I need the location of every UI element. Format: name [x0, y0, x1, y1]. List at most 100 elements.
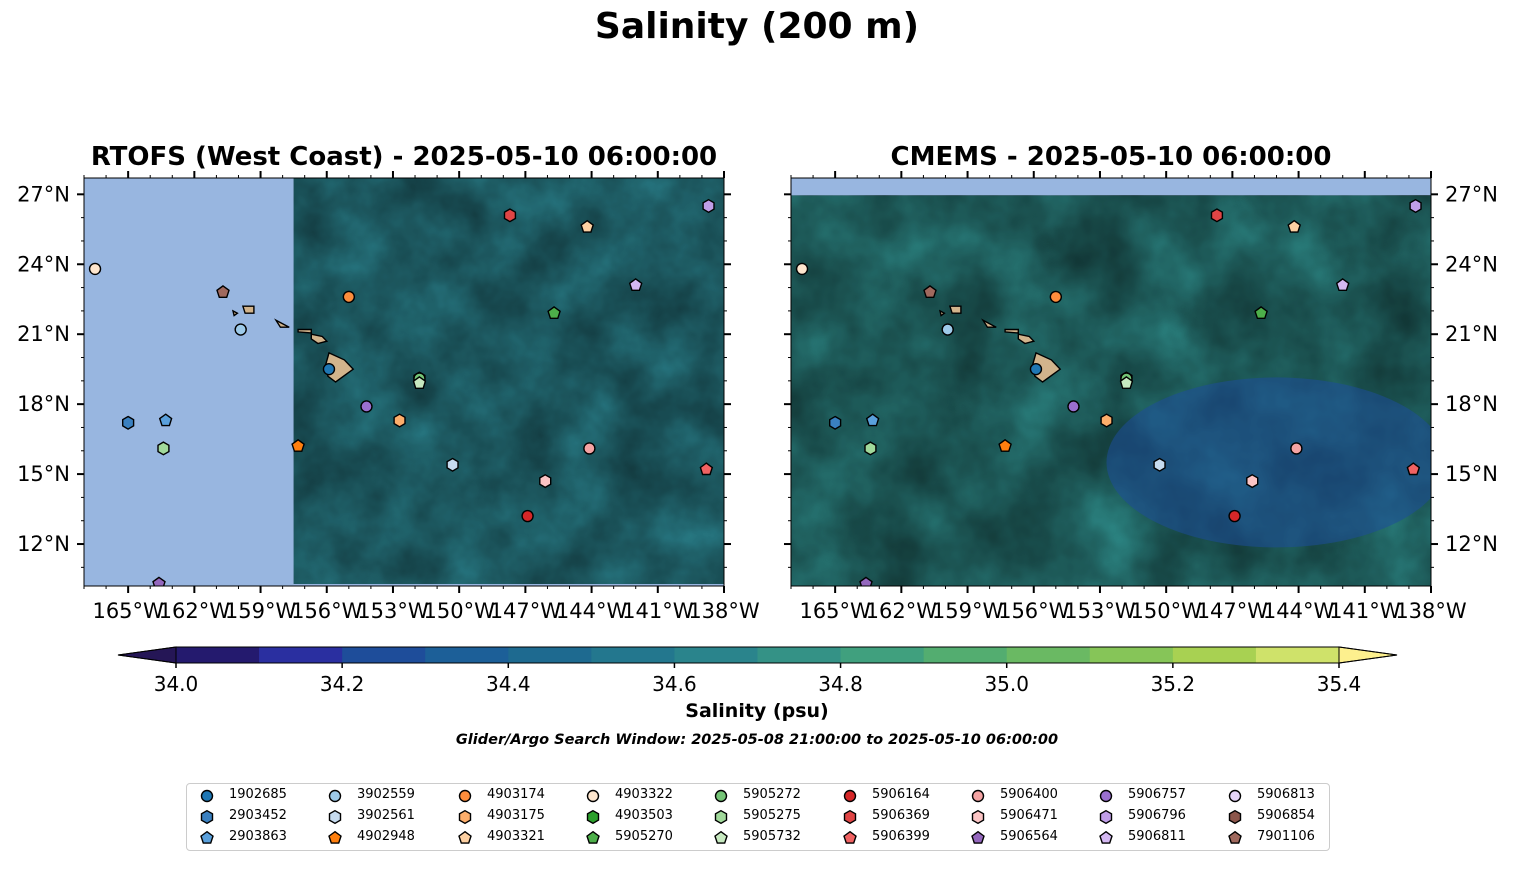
legend-label: 5906164: [872, 787, 930, 802]
x-tick-label: 165°W: [799, 599, 871, 623]
colorbar-bin: [757, 647, 842, 663]
circle-marker-icon: [200, 789, 214, 803]
x-tick-label: 147°W: [490, 599, 562, 623]
float-marker-5905275: [157, 441, 170, 456]
colorbar-bin: [508, 647, 592, 663]
colorbar-over-arrow: [1338, 646, 1398, 664]
island-landmass: [938, 309, 946, 317]
cmems-map[interactable]: 165°W162°W159°W156°W153°W150°W147°W144°W…: [784, 171, 1498, 623]
legend-label: 4902948: [357, 829, 415, 844]
pentagon-marker-icon: [1228, 830, 1242, 844]
map-panels: 165°W162°W159°W156°W153°W150°W147°W144°W…: [17, 171, 1498, 623]
float-marker-7901106: [216, 285, 230, 298]
pentagon-marker-icon: [200, 830, 214, 844]
x-tick-label: 153°W: [1064, 599, 1136, 623]
y-tick-label: 27°N: [17, 182, 70, 206]
x-tick-label: 144°W: [1263, 599, 1335, 623]
legend-label: 5905275: [743, 808, 801, 823]
legend-label: 2903863: [229, 829, 287, 844]
legend-label: 5905732: [743, 829, 801, 844]
x-tick-label: 150°W: [423, 599, 495, 623]
colorbar-bin: [591, 647, 675, 663]
y-tick-label: 12°N: [17, 532, 70, 556]
float-marker-5906811: [628, 278, 643, 291]
legend-label: 5906811: [1128, 829, 1186, 844]
island-landmass: [310, 333, 329, 345]
circle-marker-icon: [458, 789, 472, 803]
island-landmass: [274, 318, 290, 328]
legend-label: 7901106: [1257, 829, 1315, 844]
rtofs-map[interactable]: 165°W162°W159°W156°W153°W150°W147°W144°W…: [17, 171, 760, 623]
float-marker-5906796: [1409, 198, 1422, 214]
float-marker-4903322: [88, 262, 102, 276]
float-marker-5906369: [1210, 208, 1224, 223]
island-landmass: [981, 318, 997, 328]
legend-label: 4903175: [487, 808, 545, 823]
y-tick-label: 21°N: [17, 322, 70, 346]
legend-label: 5906369: [872, 808, 930, 823]
pentagon-marker-icon: [971, 830, 985, 844]
y-tick-label: 18°N: [17, 392, 70, 416]
y-tick-label: 18°N: [1445, 392, 1498, 416]
colorbar-tick-label: 34.4: [486, 672, 531, 696]
colorbar-tick-label: 34.2: [320, 672, 365, 696]
legend-label: 5906757: [1128, 787, 1186, 802]
float-marker-5905732: [412, 376, 427, 389]
float-marker-5906164: [521, 509, 534, 523]
legend-label: 5906471: [1000, 808, 1058, 823]
x-tick-label: 165°W: [92, 599, 164, 623]
float-marker-4903322: [795, 262, 809, 276]
x-tick-label: 144°W: [556, 599, 628, 623]
x-tick-label: 141°W: [1329, 599, 1401, 623]
colorbar-tick-label: 35.4: [1317, 672, 1362, 696]
float-marker-4903175: [393, 413, 406, 428]
float-marker-3902559: [234, 323, 247, 336]
figure-title: Salinity (200 m): [594, 6, 920, 47]
y-tick-label: 15°N: [1445, 462, 1498, 486]
x-tick-label: 138°W: [1395, 599, 1467, 623]
island-landmass: [948, 305, 962, 314]
legend-label: 2903452: [229, 808, 287, 823]
colorbar-bin: [1006, 647, 1091, 663]
y-tick-label: 12°N: [1445, 532, 1498, 556]
x-tick-label: 156°W: [291, 599, 363, 623]
hexagon-marker-icon: [843, 809, 857, 825]
hexagon-marker-icon: [971, 809, 985, 825]
colorbar-bin: [425, 647, 509, 663]
pentagon-marker-icon: [458, 830, 472, 844]
colorbar-under-arrow: [117, 646, 177, 664]
circle-marker-icon: [714, 789, 728, 803]
hexagon-marker-icon: [1228, 809, 1242, 825]
island-landmass: [241, 305, 255, 314]
float-marker-5906471: [1246, 473, 1259, 489]
legend-label: 4903321: [487, 829, 545, 844]
colorbar-bin: [923, 647, 1008, 663]
colorbar-bin: [1089, 647, 1174, 663]
legend-label: 4903322: [615, 787, 673, 802]
colorbar-bin: [840, 647, 925, 663]
colorbar-tick-label: 35.2: [1151, 672, 1196, 696]
legend-label: 4903503: [615, 808, 673, 823]
colorbar-bin: [1255, 647, 1340, 663]
float-marker-2903452: [121, 415, 135, 430]
float-marker-5905270: [547, 306, 561, 319]
float-marker-4903174: [342, 290, 356, 304]
float-marker-2903863: [865, 413, 880, 427]
y-tick-label: 21°N: [1445, 322, 1498, 346]
search-window-note: Glider/Argo Search Window: 2025-05-08 21…: [455, 732, 1059, 748]
float-marker-4903321: [580, 219, 595, 233]
hexagon-marker-icon: [458, 809, 472, 825]
rtofs-panel-title: RTOFS (West Coast) - 2025-05-10 06:00:00: [90, 142, 718, 172]
legend-label: 1902685: [229, 787, 287, 802]
colorbar-bin: [176, 647, 260, 663]
x-tick-label: 150°W: [1130, 599, 1202, 623]
float-legend: 1902685 2903452 2903863 3902559 3902561 49029…: [186, 783, 1330, 851]
legend-label: 5906813: [1257, 787, 1315, 802]
y-tick-label: 27°N: [1445, 182, 1498, 206]
float-marker-5905275: [864, 441, 877, 456]
x-tick-label: 147°W: [1197, 599, 1269, 623]
legend-label: 3902561: [357, 808, 415, 823]
float-marker-4902948: [291, 438, 305, 452]
x-tick-label: 159°W: [225, 599, 297, 623]
colorbar-bin: [342, 647, 426, 663]
